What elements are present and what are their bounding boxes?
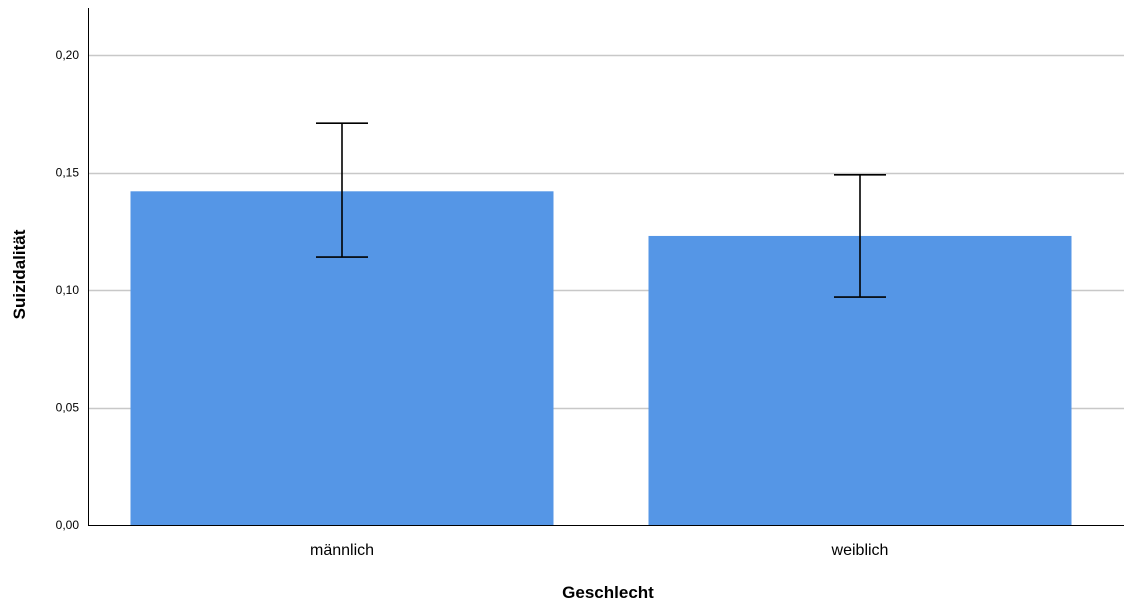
error-bars (316, 122, 886, 298)
y-tick-label: 0,20 (56, 48, 80, 62)
y-tick-label: 0,05 (56, 401, 80, 415)
x-category-labels: männlich weiblich (310, 542, 888, 559)
x-category-label: weiblich (831, 542, 889, 559)
y-tick-label: 0,10 (56, 283, 80, 297)
y-tick-label: 0,15 (56, 166, 80, 180)
bars (130, 191, 1072, 526)
x-axis-title: Geschlecht (562, 583, 654, 602)
x-category-label: männlich (310, 542, 374, 559)
y-axis-title: Suizidalität (10, 229, 29, 319)
y-tick-labels: 0,00 0,05 0,10 0,15 0,20 (56, 48, 80, 532)
error-bar (316, 122, 368, 258)
error-bar (834, 174, 886, 298)
y-tick-label: 0,00 (56, 518, 80, 532)
